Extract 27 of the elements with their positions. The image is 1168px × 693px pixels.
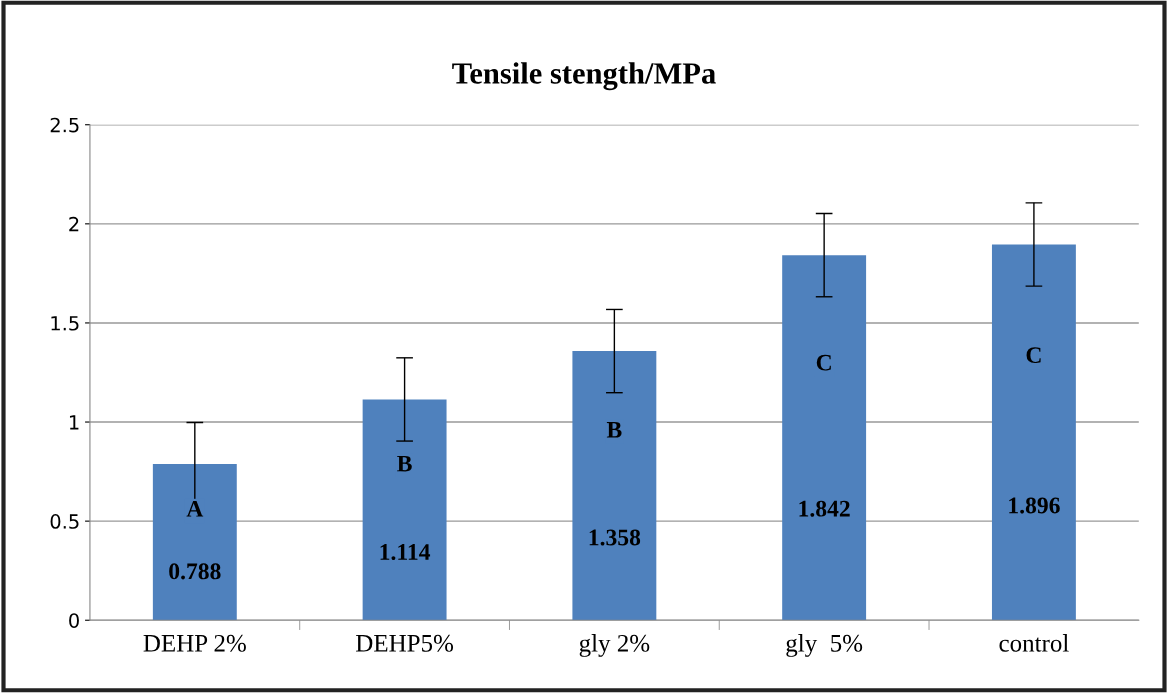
x-tick-label: control [999,634,1069,652]
y-tick-label: 1 [69,415,79,430]
x-tick-label: gly 5% [786,634,863,657]
y-tick-label: 0.5 [50,514,79,529]
bar [991,244,1076,621]
y-tick-label: 1.5 [51,316,79,331]
annotation: C [816,354,831,371]
data-label: 1.896 [1009,497,1060,514]
data-label: 0.788 [169,563,221,580]
x-tick-label: DEHP 2% [143,634,246,652]
data-label: 1.358 [589,529,641,546]
y-tick-label: 0 [69,613,79,628]
annotation: B [397,455,412,472]
bar [782,255,867,621]
annotation: B [606,422,622,438]
bar [152,464,237,621]
data-label: 1.842 [799,500,850,517]
y-tick-label: 2.5 [50,117,79,133]
bar [572,351,657,621]
annotation: A [186,501,204,517]
chart-title: Tensile stength/MPa [452,62,716,91]
annotation: C [1026,347,1041,364]
x-tick-label: gly 2% [579,634,650,657]
bar [362,399,447,621]
x-tick-label: DEHP5% [356,634,454,652]
data-label: 1.114 [380,544,431,561]
y-tick-label: 2 [69,216,79,232]
